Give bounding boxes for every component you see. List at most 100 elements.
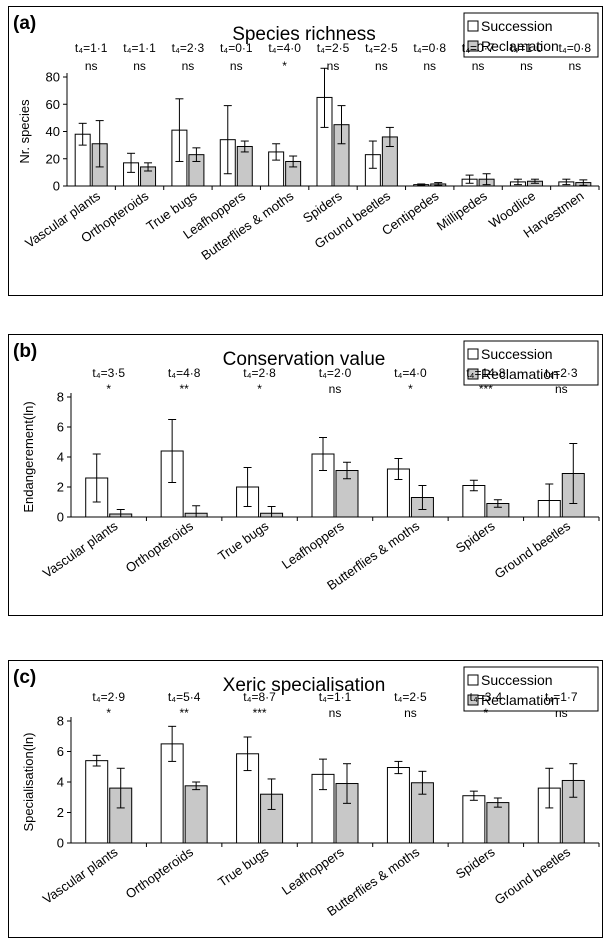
significance-label: *** xyxy=(253,706,267,720)
t-statistic: t₄=4·0 xyxy=(268,41,301,55)
panel-xeric-specialisation: (c) Xeric specialisation Succession Reclama… xyxy=(8,660,603,938)
category-label: Butterflies & moths xyxy=(198,188,296,263)
significance-label: ns xyxy=(133,59,146,73)
y-axis-label: Endangerement(ln) xyxy=(21,401,36,512)
significance-label: ns xyxy=(423,59,436,73)
significance-label: * xyxy=(484,706,489,720)
legend: Succession Reclamation xyxy=(463,340,599,386)
y-tick-label: 0 xyxy=(57,510,64,525)
category-label: Spiders xyxy=(453,844,498,882)
significance-label: * xyxy=(257,382,262,396)
significance-label: ns xyxy=(329,382,342,396)
legend-box xyxy=(463,12,599,58)
legend-label-succession: Succession xyxy=(481,18,553,34)
y-tick-label: 20 xyxy=(46,151,60,166)
category-label: Leafhoppers xyxy=(279,518,347,572)
significance-label: ns xyxy=(404,706,417,720)
significance-label: ** xyxy=(179,382,189,396)
category-label: Leafhoppers xyxy=(279,844,347,898)
t-statistic: t₄=3·4 xyxy=(470,690,503,704)
legend: Succession Reclamation xyxy=(463,666,599,712)
y-tick-label: 4 xyxy=(57,775,64,790)
chart-conservation-value: (b) Conservation value Succession Reclamati… xyxy=(13,340,600,593)
t-statistic: t₄=1·1 xyxy=(75,41,108,55)
bar-succession xyxy=(85,760,109,844)
legend-box xyxy=(463,666,599,712)
y-tick-label: 8 xyxy=(57,714,64,729)
panel-conservation-value: (b) Conservation value Succession Reclamati… xyxy=(8,334,603,616)
category-label: True bugs xyxy=(215,518,272,564)
legend-label-reclamation: Reclamation xyxy=(481,692,559,708)
y-axis-label: Nr. species xyxy=(17,99,32,164)
panel-label: (c) xyxy=(13,667,36,688)
significance-label: ns xyxy=(85,59,98,73)
legend: Succession Reclamation xyxy=(463,12,599,58)
legend-label-reclamation: Reclamation xyxy=(481,366,559,382)
bar-succession xyxy=(386,767,410,844)
y-axis-label: Specialisation(ln) xyxy=(21,733,36,832)
chart-xeric-specialisation: (c) Xeric specialisation Succession Reclama… xyxy=(13,666,600,919)
significance-label: ns xyxy=(230,59,243,73)
t-statistic: t₄=2·5 xyxy=(394,690,427,704)
t-statistic: t₄=2·3 xyxy=(172,41,205,55)
t-statistic: t₄=1·0 xyxy=(510,41,543,55)
t-statistic: t₄=2·3 xyxy=(545,366,578,380)
t-statistic: t₄=4·0 xyxy=(394,366,427,380)
category-label: Spiders xyxy=(453,518,498,556)
chart-title: Species richness xyxy=(232,24,376,45)
category-label: Vascular plants xyxy=(40,844,121,907)
panel-species-richness: (a) Species richness Succession Reclamation… xyxy=(8,6,603,296)
legend-swatch-succession xyxy=(467,20,479,32)
bar-reclamation xyxy=(184,785,208,844)
significance-label: *** xyxy=(479,382,493,396)
y-tick-label: 2 xyxy=(57,805,64,820)
significance-label: * xyxy=(408,382,413,396)
legend-swatch-reclamation xyxy=(467,694,479,706)
t-statistic: t₄=2·9 xyxy=(92,690,125,704)
category-label: Ground beetles xyxy=(492,518,574,582)
t-statistic: t₄=1·1 xyxy=(123,41,156,55)
category-label: Orthopteroids xyxy=(123,844,197,902)
legend-swatch-succession xyxy=(467,348,479,360)
legend-swatch-reclamation xyxy=(467,40,479,52)
category-label: Millipedes xyxy=(434,188,490,234)
significance-label: ** xyxy=(179,706,189,720)
t-statistic: t₄=14·8 xyxy=(466,366,506,380)
significance-label: ns xyxy=(327,59,340,73)
category-label: True bugs xyxy=(215,844,272,890)
y-tick-label: 4 xyxy=(57,450,64,465)
legend-box xyxy=(463,340,599,386)
y-tick-label: 40 xyxy=(46,124,60,139)
chart-species-richness: (a) Species richness Succession Reclamation… xyxy=(13,12,600,263)
significance-label: ns xyxy=(568,59,581,73)
y-tick-label: 0 xyxy=(57,836,64,851)
t-statistic: t₄=2·8 xyxy=(243,366,276,380)
significance-label: * xyxy=(282,59,287,73)
y-tick-label: 0 xyxy=(53,179,60,194)
t-statistic: t₄=1·7 xyxy=(545,690,578,704)
y-tick-label: 6 xyxy=(57,420,64,435)
y-tick-label: 80 xyxy=(46,70,60,85)
y-tick-label: 6 xyxy=(57,744,64,759)
t-statistic: t₄=4·8 xyxy=(168,366,201,380)
y-tick-label: 8 xyxy=(57,390,64,405)
bar-reclamation xyxy=(486,802,510,844)
t-statistic: t₄=0·1 xyxy=(220,41,253,55)
bar-succession xyxy=(462,795,486,844)
t-statistic: t₄=3·5 xyxy=(92,366,125,380)
y-tick-label: 60 xyxy=(46,97,60,112)
t-statistic: t₄=0·8 xyxy=(413,41,446,55)
t-statistic: t₄=8·7 xyxy=(243,690,276,704)
significance-label: ns xyxy=(555,382,568,396)
panel-label: (b) xyxy=(13,341,37,362)
significance-label: ns xyxy=(555,706,568,720)
category-label: Ground beetles xyxy=(492,844,574,908)
significance-label: ns xyxy=(182,59,195,73)
legend-label-succession: Succession xyxy=(481,346,553,362)
legend-swatch-succession xyxy=(467,674,479,686)
significance-label: ns xyxy=(520,59,533,73)
t-statistic: t₄=2·5 xyxy=(365,41,398,55)
chart-title: Conservation value xyxy=(223,349,386,370)
t-statistic: t₄=0·7 xyxy=(462,41,495,55)
t-statistic: t₄=2·5 xyxy=(317,41,350,55)
